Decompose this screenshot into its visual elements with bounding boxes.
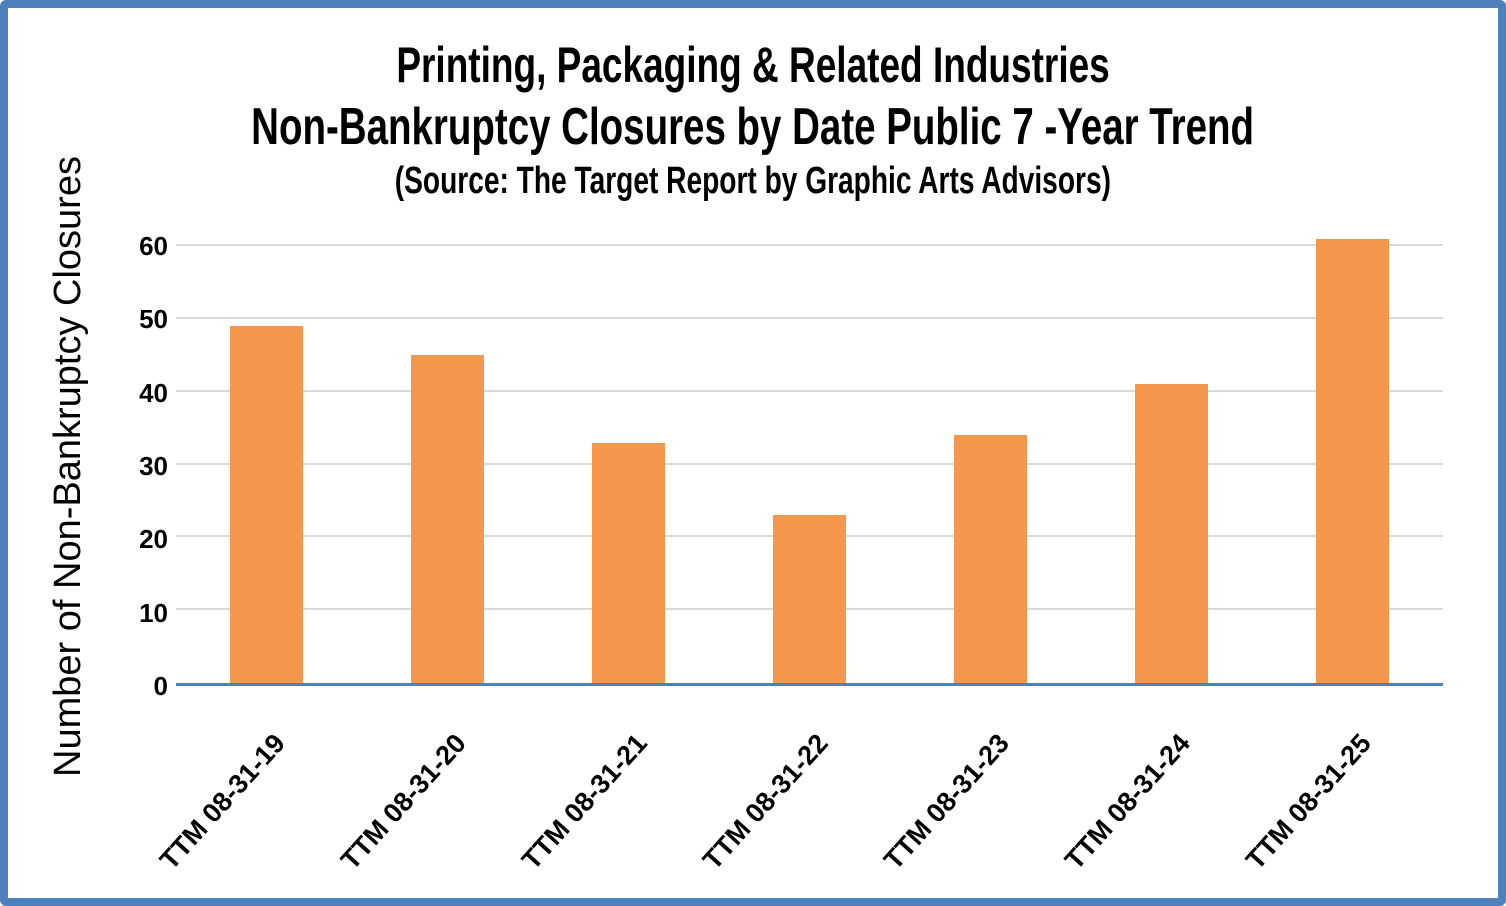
x-tick-label: TTM 08-31-24	[1059, 728, 1197, 876]
y-tick-label: 30	[139, 451, 168, 481]
bar-slot	[1262, 238, 1443, 683]
gridline	[176, 389, 1443, 392]
gridline	[176, 462, 1443, 465]
bar-TTM 08-31-24	[1135, 384, 1208, 683]
gridline	[176, 316, 1443, 319]
bar-TTM 08-31-20	[411, 355, 484, 683]
bar-TTM 08-31-21	[592, 442, 665, 683]
x-tick-slot: TTM 08-31-22	[698, 689, 900, 898]
bar-slot	[900, 246, 1081, 683]
plot-area	[176, 238, 1443, 686]
x-tick-slot: TTM 08-31-24	[1060, 689, 1262, 898]
x-tick-slot: TTM 08-31-21	[517, 689, 719, 898]
y-tick-label: 50	[139, 304, 168, 335]
x-tick-label: TTM 08-31-19	[154, 728, 292, 876]
x-tick-slot: TTM 08-31-19	[155, 689, 357, 898]
y-tick-label: 10	[139, 597, 168, 628]
y-tick-label: 20	[139, 524, 168, 555]
x-tick-label: TTM 08-31-23	[878, 728, 1016, 876]
bar-slot	[176, 246, 357, 683]
chart-title: Printing, Packaging & Related Industries	[396, 37, 1110, 93]
gridline	[176, 244, 1443, 246]
x-tick-slot: TTM 08-31-23	[879, 689, 1081, 898]
x-tick-label: TTM 08-31-25	[1240, 728, 1378, 876]
y-tick-label: 0	[153, 671, 168, 701]
bar-slot	[1081, 246, 1262, 683]
chart-title-block: Printing, Packaging & Related Industries…	[8, 34, 1498, 204]
bar-TTM 08-31-22	[773, 515, 846, 683]
y-tick-label: 60	[139, 231, 168, 261]
bar-TTM 08-31-19	[230, 326, 303, 683]
x-tick-label: TTM 08-31-20	[335, 728, 473, 876]
chart-source: (Source: The Target Report by Graphic Ar…	[394, 160, 1112, 202]
y-tick-label: 40	[139, 377, 168, 408]
x-tick-label: TTM 08-31-22	[697, 728, 835, 876]
x-axis-tick-labels: TTM 08-31-19 TTM 08-31-20 TTM 08-31-21 TTM …	[155, 689, 1443, 898]
bar-TTM 08-31-25	[1316, 238, 1389, 683]
bar-slot	[357, 246, 538, 683]
chart-subtitle: Non-Bankruptcy Closures by Date Public 7…	[251, 98, 1255, 156]
bar-slot	[538, 246, 719, 683]
bar-TTM 08-31-23	[954, 435, 1027, 683]
x-tick-slot: TTM 08-31-25	[1241, 689, 1443, 898]
x-tick-slot: TTM 08-31-20	[336, 689, 538, 898]
bar-slot	[719, 246, 900, 683]
y-axis-tick-labels: 0 10 20 30 40 50 60	[68, 233, 168, 699]
x-tick-label: TTM 08-31-21	[516, 728, 654, 876]
bar-series	[176, 238, 1443, 683]
